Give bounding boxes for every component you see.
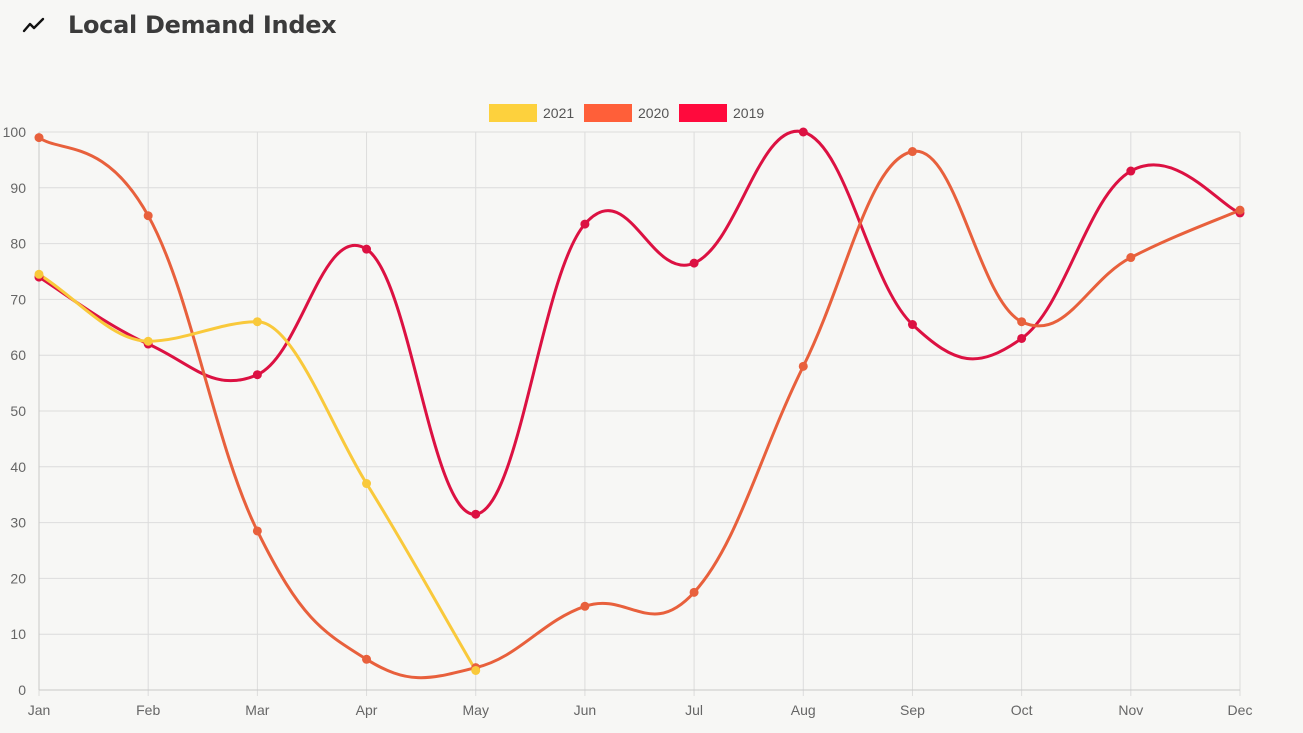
x-tick-label: Apr [356,702,378,718]
y-tick-label: 60 [10,347,26,363]
series-line-2021 [38,273,478,672]
legend-label: 2020 [638,105,669,121]
y-tick-label: 50 [10,403,26,419]
data-point-2019 [689,258,699,268]
data-point-2020 [907,147,917,157]
data-point-2019 [252,370,262,380]
legend-swatch [584,104,632,122]
y-tick-label: 30 [10,515,26,531]
data-point-2020 [798,361,808,371]
x-tick-label: Jan [28,702,51,718]
x-tick-label: May [463,702,489,718]
data-point-2020 [1017,317,1027,327]
chart-points [34,127,1245,675]
data-point-2019 [907,320,917,330]
page-title: Local Demand Index [68,11,337,39]
data-point-2021 [471,665,481,675]
legend-item-2021: 2021 [489,104,574,122]
series-line-2019 [38,129,1241,516]
y-tick-label: 10 [10,626,26,642]
x-tick-label: Mar [245,702,269,718]
legend-label: 2019 [733,105,764,121]
data-point-2021 [362,479,372,489]
legend-item-2019: 2019 [679,104,764,122]
data-point-2020 [1235,205,1245,215]
x-tick-label: Sep [900,702,925,718]
trending-line-icon [22,17,45,33]
series-line-2020 [38,136,1241,680]
legend-swatch [679,104,727,122]
data-point-2020 [252,526,262,536]
x-tick-label: Jul [685,702,703,718]
data-point-2020 [689,587,699,597]
x-tick-label: Feb [136,702,160,718]
x-tick-label: Oct [1011,702,1033,718]
y-tick-label: 80 [10,236,26,252]
data-point-2020 [34,133,44,143]
chart-series [38,129,1241,680]
data-point-2019 [471,509,481,519]
legend-label: 2021 [543,105,574,121]
chart-grid [38,131,1241,696]
y-tick-label: 90 [10,180,26,196]
data-point-2021 [252,317,262,327]
x-tick-label: Dec [1228,702,1253,718]
x-tick-label: Jun [574,702,597,718]
data-point-2020 [362,654,372,664]
y-tick-label: 70 [10,291,26,307]
y-tick-label: 40 [10,459,26,475]
data-point-2021 [34,269,44,279]
data-point-2020 [580,601,590,611]
data-point-2020 [143,211,153,221]
y-tick-label: 20 [10,570,26,586]
data-point-2019 [1126,166,1136,176]
y-tick-label: 0 [18,682,26,698]
data-point-2019 [798,127,808,137]
legend-item-2020: 2020 [584,104,669,122]
chart-legend: 2021 2020 2019 [489,104,764,122]
page-header: Local Demand Index [22,8,337,42]
y-tick-label: 100 [3,124,27,140]
data-point-2019 [362,244,372,254]
data-point-2019 [580,219,590,229]
data-point-2020 [1126,253,1136,263]
data-point-2019 [1017,333,1027,343]
x-tick-label: Nov [1118,702,1143,718]
chart-axes: 0 10 20 30 40 50 60 70 80 90 100 Jan Feb Mar Apr May Jun… [3,124,1253,718]
legend-swatch [489,104,537,122]
x-tick-label: Aug [791,702,816,718]
data-point-2021 [143,336,153,346]
